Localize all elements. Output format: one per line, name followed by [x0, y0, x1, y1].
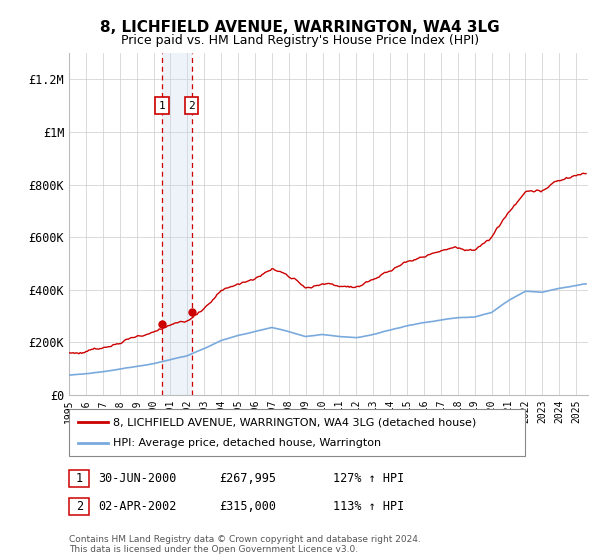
- Text: Contains HM Land Registry data © Crown copyright and database right 2024.
This d: Contains HM Land Registry data © Crown c…: [69, 535, 421, 554]
- Text: 8, LICHFIELD AVENUE, WARRINGTON, WA4 3LG (detached house): 8, LICHFIELD AVENUE, WARRINGTON, WA4 3LG…: [113, 417, 476, 427]
- Text: 8, LICHFIELD AVENUE, WARRINGTON, WA4 3LG: 8, LICHFIELD AVENUE, WARRINGTON, WA4 3LG: [100, 20, 500, 35]
- Text: 1: 1: [158, 101, 166, 111]
- Text: 2: 2: [188, 101, 195, 111]
- Bar: [162, 53, 191, 395]
- Text: £315,000: £315,000: [219, 500, 276, 514]
- Text: 1: 1: [76, 472, 83, 486]
- Text: Price paid vs. HM Land Registry's House Price Index (HPI): Price paid vs. HM Land Registry's House …: [121, 34, 479, 46]
- Text: 2: 2: [76, 500, 83, 514]
- Text: 113% ↑ HPI: 113% ↑ HPI: [333, 500, 404, 514]
- Text: 30-JUN-2000: 30-JUN-2000: [98, 472, 176, 486]
- Text: £267,995: £267,995: [219, 472, 276, 486]
- Text: HPI: Average price, detached house, Warrington: HPI: Average price, detached house, Warr…: [113, 438, 381, 448]
- Text: 127% ↑ HPI: 127% ↑ HPI: [333, 472, 404, 486]
- Text: 02-APR-2002: 02-APR-2002: [98, 500, 176, 514]
